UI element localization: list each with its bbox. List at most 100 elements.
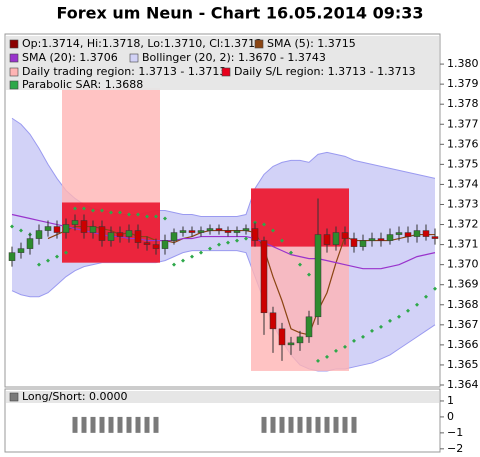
candle-body xyxy=(26,238,34,249)
candle-body xyxy=(89,226,97,233)
sar-dot xyxy=(334,348,338,353)
sar-dot xyxy=(424,294,428,299)
y-tick-label: 1.376 xyxy=(447,137,479,150)
bar xyxy=(324,416,330,433)
legend-swatch xyxy=(9,39,19,49)
sar-dot xyxy=(280,238,284,243)
region xyxy=(251,188,349,247)
sar-dot xyxy=(118,210,122,215)
sar-dot xyxy=(46,258,50,263)
indicator-panel: Long/Short: 0.0000 1 0 −1 −2 xyxy=(4,388,463,455)
legend-label: Daily trading region: 1.3713 - 1.3713 xyxy=(22,65,226,78)
y-tick-label: 1.365 xyxy=(447,358,479,371)
bar xyxy=(315,416,321,433)
y-tick-label: 1.374 xyxy=(447,177,479,190)
sar-dot xyxy=(55,254,59,259)
candle-body xyxy=(386,234,394,241)
bar xyxy=(261,416,267,433)
bar xyxy=(270,416,276,433)
legend-swatch xyxy=(254,39,264,49)
candle-body xyxy=(233,230,241,233)
sar-dot xyxy=(172,262,176,267)
legend-swatch xyxy=(9,80,19,90)
bar xyxy=(333,416,339,433)
candle-body xyxy=(107,232,115,241)
candle-body xyxy=(287,342,295,346)
sar-dot xyxy=(154,214,158,219)
legend-label: Long/Short: 0.0000 xyxy=(22,390,128,403)
candle-body xyxy=(152,244,160,249)
candle-body xyxy=(17,248,25,253)
candle-body xyxy=(143,242,151,245)
candle-body xyxy=(341,232,349,239)
sar-dot xyxy=(181,258,185,263)
sar-dot xyxy=(82,206,86,211)
sar-dot xyxy=(388,318,392,323)
candle-body xyxy=(377,238,385,241)
sar-dot xyxy=(262,222,266,227)
candle-body xyxy=(368,238,376,241)
candle-body xyxy=(422,230,430,237)
sar-dot xyxy=(199,250,203,255)
candle-body xyxy=(179,230,187,233)
sar-dot xyxy=(361,334,365,339)
candle-body xyxy=(323,234,331,245)
sar-dot xyxy=(73,206,77,211)
candle-body xyxy=(116,232,124,237)
candle-body xyxy=(350,238,358,247)
sar-dot xyxy=(37,262,41,267)
bar xyxy=(99,416,105,433)
legend-swatch xyxy=(129,53,139,63)
sar-dot xyxy=(343,344,347,349)
y-tick-label: 1.373 xyxy=(447,197,479,210)
sar-dot xyxy=(145,214,149,219)
candle-body xyxy=(359,240,367,247)
y-tick-label: 1.369 xyxy=(447,278,479,291)
sar-dot xyxy=(19,228,23,233)
bar xyxy=(351,416,357,433)
legend-label: Bollinger (20, 2): 1.3670 - 1.3743 xyxy=(142,51,326,64)
candle-body xyxy=(53,226,61,233)
legend-label: Parabolic SAR: 1.3688 xyxy=(22,78,143,91)
y-tick-label: 1.380 xyxy=(447,57,479,70)
sar-dot xyxy=(271,228,275,233)
candle-body xyxy=(314,234,322,318)
sar-dot xyxy=(415,302,419,307)
candle-body xyxy=(170,232,178,241)
candle-body xyxy=(404,232,412,237)
candle-body xyxy=(260,240,268,314)
legend-box xyxy=(6,36,439,90)
sar-dot xyxy=(10,224,14,229)
sar-dot xyxy=(406,308,410,313)
bar xyxy=(297,416,303,433)
sar-dot xyxy=(325,354,329,359)
candle-body xyxy=(134,230,142,243)
y-tick-label: 1.371 xyxy=(447,238,479,251)
y-tick-label: 1.368 xyxy=(447,298,479,311)
sar-dot xyxy=(307,272,311,277)
candle-body xyxy=(269,312,277,330)
sar-dot xyxy=(244,236,248,241)
sar-dot xyxy=(235,238,239,243)
sar-dot xyxy=(289,250,293,255)
candle-body xyxy=(62,224,70,233)
candle-body xyxy=(188,230,196,233)
y-tick-label: 1.366 xyxy=(447,338,479,351)
candle-body xyxy=(8,252,16,261)
bar xyxy=(279,416,285,433)
sar-dot xyxy=(316,358,320,363)
y-tick-label: 1.370 xyxy=(447,258,479,271)
sar-dot xyxy=(433,286,437,291)
candle-body xyxy=(296,336,304,344)
legend-swatch xyxy=(221,67,231,77)
candle-body xyxy=(224,230,232,233)
bar xyxy=(90,416,96,433)
candle-body xyxy=(332,232,340,245)
candle-body xyxy=(206,228,214,231)
candle-body xyxy=(251,228,259,241)
chart-title: Forex um Neun - Chart 16.05.2014 09:33 xyxy=(56,4,423,23)
bar xyxy=(126,416,132,433)
sar-dot xyxy=(109,210,113,215)
candle-body xyxy=(35,230,43,239)
